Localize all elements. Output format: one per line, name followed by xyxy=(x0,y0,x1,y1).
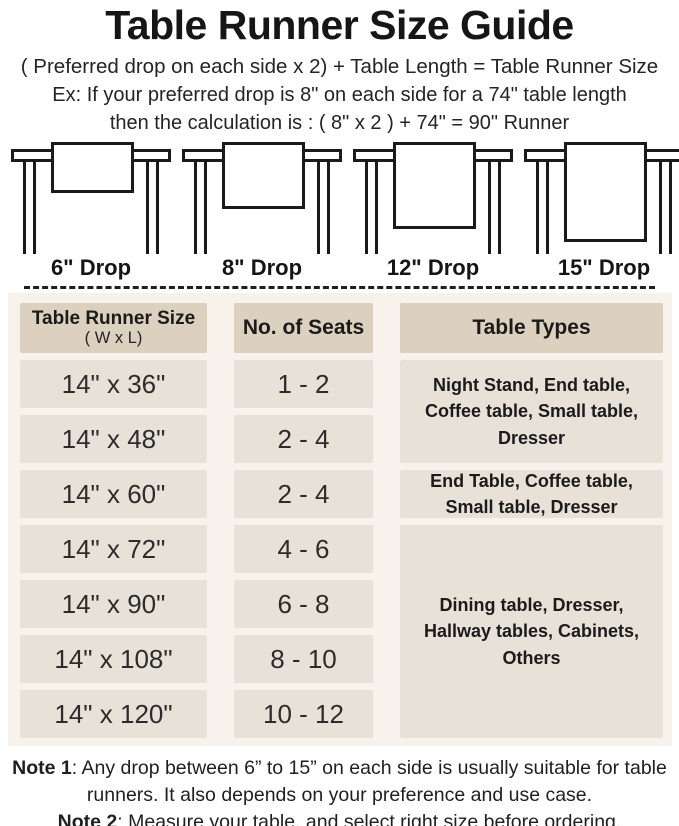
header-table-types-label: Table Types xyxy=(472,316,591,339)
seats-cell: 2 - 4 xyxy=(234,470,373,518)
size-cell: 14" x 48" xyxy=(20,415,207,463)
drop-label: 12" Drop xyxy=(386,255,480,280)
runner-shape xyxy=(564,142,647,242)
runner-shape xyxy=(393,142,476,229)
seats-cell: 6 - 8 xyxy=(234,580,373,628)
size-guide-table: Table Runner Size ( W x L) No. of Seats … xyxy=(8,293,672,746)
note-2-text: : Measure your table, and select right s… xyxy=(117,810,622,826)
size-cell: 14" x 108" xyxy=(20,635,207,683)
drop-illustrations: 6" Drop 8" Drop xyxy=(0,135,679,281)
table-legs-shape xyxy=(365,160,501,254)
drop-label: 8" Drop xyxy=(221,255,303,280)
header-runner-size-subtitle: ( W x L) xyxy=(84,329,143,348)
note-2: Note 2: Measure your table, and select r… xyxy=(2,809,677,826)
dashed-divider xyxy=(24,286,655,289)
size-cell: 14" x 36" xyxy=(20,360,207,408)
note-2-label: Note 2 xyxy=(57,810,118,826)
example-line-2: then the calculation is : ( 8" x 2 ) + 7… xyxy=(109,112,570,134)
table-runner-figure-8-drop: 8" Drop xyxy=(179,140,345,281)
size-cell: 14" x 90" xyxy=(20,580,207,628)
runner-shape xyxy=(222,142,305,209)
footnotes: Note 1: Any drop between 6” to 15” on ea… xyxy=(0,755,679,826)
table-types-cell-medium: End Table, Coffee table, Small table, Dr… xyxy=(400,470,663,518)
header-runner-size: Table Runner Size ( W x L) xyxy=(20,303,207,353)
size-cell: 14" x 120" xyxy=(20,690,207,738)
example-line-1: Ex: If your preferred drop is 8" on each… xyxy=(52,84,627,106)
formula-text: ( Preferred drop on each side x 2) + Tab… xyxy=(20,55,659,78)
page-title: Table Runner Size Guide xyxy=(105,2,574,48)
note-1: Note 1: Any drop between 6” to 15” on ea… xyxy=(2,755,677,809)
drop-label: 15" Drop xyxy=(557,255,651,280)
table-legs-shape xyxy=(536,160,672,254)
size-cell: 14" x 72" xyxy=(20,525,207,573)
size-cell: 14" x 60" xyxy=(20,470,207,518)
header-runner-size-title: Table Runner Size xyxy=(31,307,196,329)
seats-cell: 1 - 2 xyxy=(234,360,373,408)
header-table-types: Table Types xyxy=(400,303,663,353)
table-legs-shape xyxy=(23,160,159,254)
table-runner-figure-12-drop: 12" Drop xyxy=(350,140,516,281)
table-runner-diagram-15-drop xyxy=(524,142,679,254)
table-runner-figure-6-drop: 6" Drop xyxy=(8,140,174,281)
note-1-label: Note 1 xyxy=(12,757,72,779)
seats-cell: 10 - 12 xyxy=(234,690,373,738)
table-runner-diagram-12-drop xyxy=(353,142,513,254)
table-types-cell-small: Night Stand, End table, Coffee table, Sm… xyxy=(400,360,663,463)
note-1-text: : Any drop between 6” to 15” on each sid… xyxy=(71,757,667,806)
table-types-cell-large: Dining table, Dresser, Hallway tables, C… xyxy=(400,525,663,738)
header-seats: No. of Seats xyxy=(234,303,373,353)
seats-cell: 8 - 10 xyxy=(234,635,373,683)
runner-shape xyxy=(51,142,134,193)
table-runner-diagram-6-drop xyxy=(11,142,171,254)
seats-cell: 4 - 6 xyxy=(234,525,373,573)
header-seats-label: No. of Seats xyxy=(242,316,365,339)
table-legs-shape xyxy=(194,160,330,254)
table-runner-diagram-8-drop xyxy=(182,142,342,254)
drop-label: 6" Drop xyxy=(50,255,132,280)
seats-cell: 2 - 4 xyxy=(234,415,373,463)
table-runner-figure-15-drop: 15" Drop xyxy=(521,140,679,281)
